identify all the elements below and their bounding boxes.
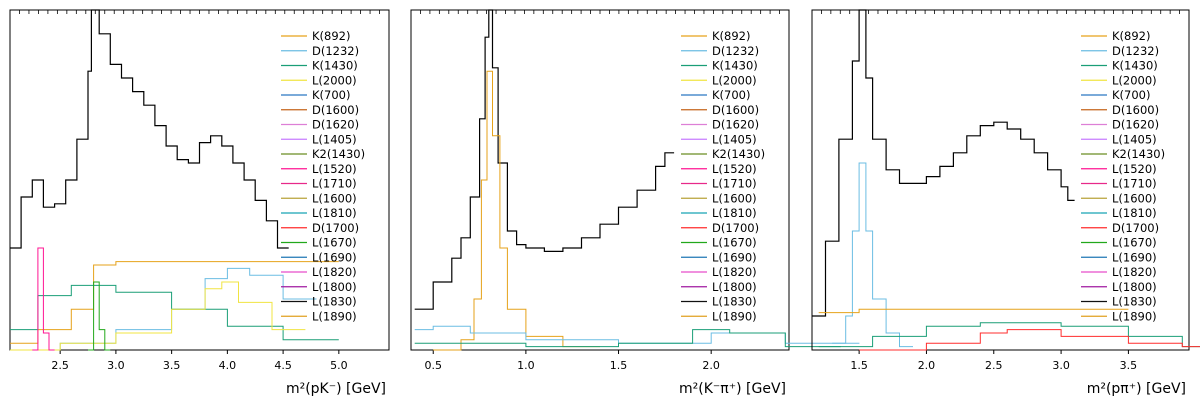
legend-entry: L(1600) xyxy=(312,191,357,205)
legend-entry: L(1890) xyxy=(712,309,757,323)
legend-entry: L(1810) xyxy=(312,206,357,220)
legend-entry: L(1520) xyxy=(1112,162,1157,176)
x-tick-label: 2.0 xyxy=(702,359,720,372)
series-total xyxy=(414,9,675,310)
legend-entry: L(1690) xyxy=(712,250,757,264)
legend-entry: L(1690) xyxy=(1112,250,1157,264)
legend-entry: D(1620) xyxy=(712,118,759,132)
legend-entry: D(1232) xyxy=(712,44,759,58)
series-k892 xyxy=(10,261,339,344)
legend-entry: L(1670) xyxy=(712,236,757,250)
legend-entry: L(1800) xyxy=(712,280,757,294)
series-k1430 xyxy=(10,284,339,341)
legend-entry: L(2000) xyxy=(712,73,757,87)
legend-entry: L(1710) xyxy=(312,177,357,191)
legend-entry: L(2000) xyxy=(312,73,357,87)
x-tick-label: 4.0 xyxy=(219,359,237,372)
legend-entry: L(1820) xyxy=(312,265,357,279)
legend-entry: L(1405) xyxy=(712,132,757,146)
series-k892 xyxy=(433,70,600,351)
panel-1: 2.5 3.0 3.5 4.0 4.5 5.0m²(pK⁻) [GeV]K(892)D(1… xyxy=(9,9,390,397)
legend-entry: K(1430) xyxy=(312,59,358,73)
series-d1232 xyxy=(832,162,913,348)
legend-entry: L(1405) xyxy=(1112,132,1157,146)
legend-entry: K(700) xyxy=(712,88,750,102)
legend-entry: L(1800) xyxy=(1112,280,1157,294)
x-tick-label: 2.0 xyxy=(918,359,936,372)
x-tick-label: 3.5 xyxy=(163,359,181,372)
legend-entry: D(1620) xyxy=(1112,118,1159,132)
series-total xyxy=(10,9,289,249)
legend-entry: L(1405) xyxy=(312,132,357,146)
series-l2000 xyxy=(10,281,306,351)
legend-entry: D(1232) xyxy=(312,44,359,58)
x-tick-label: 3.0 xyxy=(1052,359,1070,372)
x-tick-label: 4.5 xyxy=(274,359,292,372)
panel-2: 0.5 1.0 1.5 2.0m²(K⁻π⁺) [GeV]K(892)D(1232)K… xyxy=(410,9,860,397)
series-d1700 xyxy=(859,329,1200,351)
series-l1520 xyxy=(32,247,55,351)
legend-entry: L(1810) xyxy=(712,206,757,220)
legend-entry: L(1520) xyxy=(712,162,757,176)
legend-entry: K(892) xyxy=(1112,29,1150,43)
legend-entry: K(700) xyxy=(1112,88,1150,102)
x-tick-label: 2.5 xyxy=(985,359,1003,372)
legend-entry: D(1620) xyxy=(312,118,359,132)
legend-entry: D(1600) xyxy=(1112,103,1159,117)
legend-entry: L(1820) xyxy=(712,265,757,279)
x-tick-label: 1.5 xyxy=(850,359,868,372)
series-k1430 xyxy=(818,322,1200,348)
x-tick-label: 3.5 xyxy=(1120,359,1138,372)
legend-entry: L(1690) xyxy=(312,250,357,264)
x-axis-label: m²(pK⁻) [GeV] xyxy=(286,381,386,397)
x-tick-label: 1.5 xyxy=(610,359,628,372)
legend-entry: L(1830) xyxy=(1112,295,1157,309)
legend-entry: L(1520) xyxy=(312,162,357,176)
legend-entry: K(892) xyxy=(312,29,350,43)
legend-entry: L(1810) xyxy=(1112,206,1157,220)
legend-entry: L(1710) xyxy=(712,177,757,191)
legend-entry: K2(1430) xyxy=(1112,147,1165,161)
legend-entry: K(1430) xyxy=(1112,59,1158,73)
legend-entry: D(1700) xyxy=(712,221,759,235)
legend-entry: L(1820) xyxy=(1112,265,1157,279)
legend-entry: L(1890) xyxy=(1112,309,1157,323)
legend-entry: L(1600) xyxy=(1112,191,1157,205)
x-tick-label: 5.0 xyxy=(330,359,348,372)
series-k1430 xyxy=(414,329,841,348)
legend-entry: K(892) xyxy=(712,29,750,43)
legend-entry: D(1700) xyxy=(1112,221,1159,235)
legend-entry: L(1830) xyxy=(712,295,757,309)
x-tick-label: 2.5 xyxy=(51,359,69,372)
legend-entry: L(1670) xyxy=(1112,236,1157,250)
legend-entry: L(1710) xyxy=(1112,177,1157,191)
series-d1232 xyxy=(414,325,860,344)
legend-entry: D(1232) xyxy=(1112,44,1159,58)
legend-entry: L(1670) xyxy=(312,236,357,250)
legend-entry: L(1800) xyxy=(312,280,357,294)
x-axis-label: m²(K⁻π⁺) [GeV] xyxy=(679,381,786,397)
x-tick-label: 1.0 xyxy=(517,359,535,372)
legend-entry: K(1430) xyxy=(712,59,758,73)
legend-entry: K2(1430) xyxy=(312,147,365,161)
series-k892 xyxy=(818,308,1129,314)
legend-entry: K(700) xyxy=(312,88,350,102)
x-tick-label: 0.5 xyxy=(424,359,442,372)
series-d1232 xyxy=(10,267,317,351)
legend-entry: L(1830) xyxy=(312,295,357,309)
legend-entry: K2(1430) xyxy=(712,147,765,161)
legend-entry: L(2000) xyxy=(1112,73,1157,87)
legend-entry: D(1600) xyxy=(712,103,759,117)
series-l1670 xyxy=(88,281,111,351)
panel-3: 1.5 2.0 2.5 3.0 3.5 m²(pπ⁺) [GeV] K(892)D(1232… xyxy=(811,9,1200,397)
legend-entry: L(1600) xyxy=(712,191,757,205)
x-tick-label: 3.0 xyxy=(107,359,125,372)
series-total xyxy=(812,9,1075,317)
legend-entry: D(1700) xyxy=(312,221,359,235)
x-axis-label: m²(pπ⁺) [GeV] xyxy=(1087,381,1186,397)
legend-entry: L(1890) xyxy=(312,309,357,323)
legend-entry: D(1600) xyxy=(312,103,359,117)
